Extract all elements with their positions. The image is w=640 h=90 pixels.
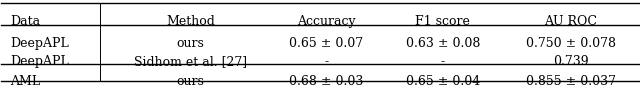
Text: 0.68 ± 0.03: 0.68 ± 0.03 — [289, 75, 364, 88]
Text: AML: AML — [10, 75, 40, 88]
Text: DeepAPL: DeepAPL — [10, 37, 69, 50]
Text: DeepAPL: DeepAPL — [10, 55, 69, 68]
Text: Method: Method — [166, 15, 215, 28]
Text: 0.750 ± 0.078: 0.750 ± 0.078 — [525, 37, 616, 50]
Text: 0.855 ± 0.037: 0.855 ± 0.037 — [525, 75, 616, 88]
Text: -: - — [324, 55, 328, 68]
Text: F1 score: F1 score — [415, 15, 470, 28]
Text: Accuracy: Accuracy — [297, 15, 356, 28]
Text: -: - — [441, 55, 445, 68]
Text: Data: Data — [10, 15, 40, 28]
Text: AU ROC: AU ROC — [544, 15, 597, 28]
Text: ours: ours — [177, 75, 205, 88]
Text: 0.63 ± 0.08: 0.63 ± 0.08 — [406, 37, 480, 50]
Text: Sidhom et al. [27]: Sidhom et al. [27] — [134, 55, 247, 68]
Text: 0.739: 0.739 — [553, 55, 588, 68]
Text: ours: ours — [177, 37, 205, 50]
Text: 0.65 ± 0.07: 0.65 ± 0.07 — [289, 37, 364, 50]
Text: 0.65 ± 0.04: 0.65 ± 0.04 — [406, 75, 480, 88]
